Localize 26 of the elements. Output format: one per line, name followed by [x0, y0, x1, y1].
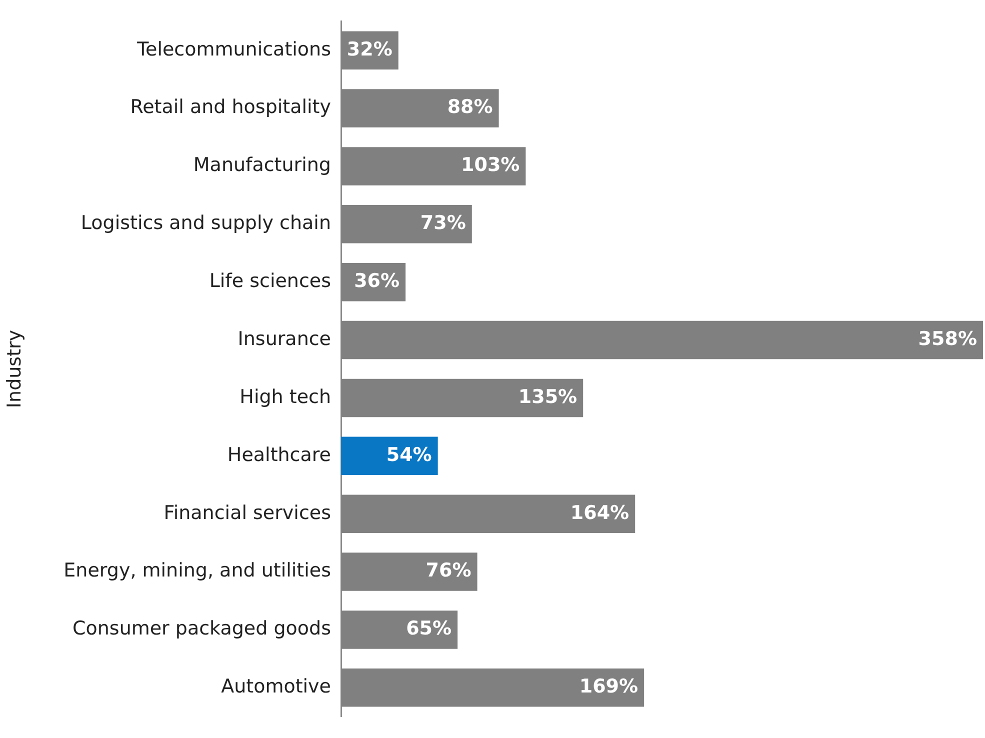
y-tick-label: Retail and hospitality	[130, 96, 331, 118]
y-tick-label: Consumer packaged goods	[72, 618, 331, 640]
y-tick-label: Life sciences	[209, 270, 331, 292]
data-label: 76%	[426, 560, 472, 582]
data-label: 32%	[346, 38, 392, 60]
y-tick-label: High tech	[240, 386, 331, 408]
y-tick-label: Insurance	[238, 328, 331, 350]
bar	[341, 436, 438, 476]
data-label: 169%	[579, 676, 638, 698]
data-label: 358%	[918, 328, 977, 350]
data-label: 73%	[420, 212, 466, 234]
y-tick-label: Telecommunications	[136, 38, 331, 60]
y-tick-label: Energy, mining, and utilities	[64, 560, 331, 582]
y-tick-label: Healthcare	[227, 444, 331, 466]
data-label: 164%	[570, 502, 630, 524]
y-tick-label: Manufacturing	[193, 154, 331, 176]
y-tick-label: Financial services	[164, 502, 331, 524]
data-label: 135%	[518, 386, 578, 408]
data-label: 88%	[447, 96, 493, 118]
y-tick-label: Automotive	[221, 676, 331, 698]
y-axis-title: Industry	[3, 330, 26, 408]
data-label: 54%	[386, 444, 432, 466]
data-label: 65%	[406, 618, 452, 640]
y-tick-label: Logistics and supply chain	[80, 212, 331, 234]
data-label: 36%	[354, 270, 400, 292]
data-label: 103%	[461, 154, 520, 176]
